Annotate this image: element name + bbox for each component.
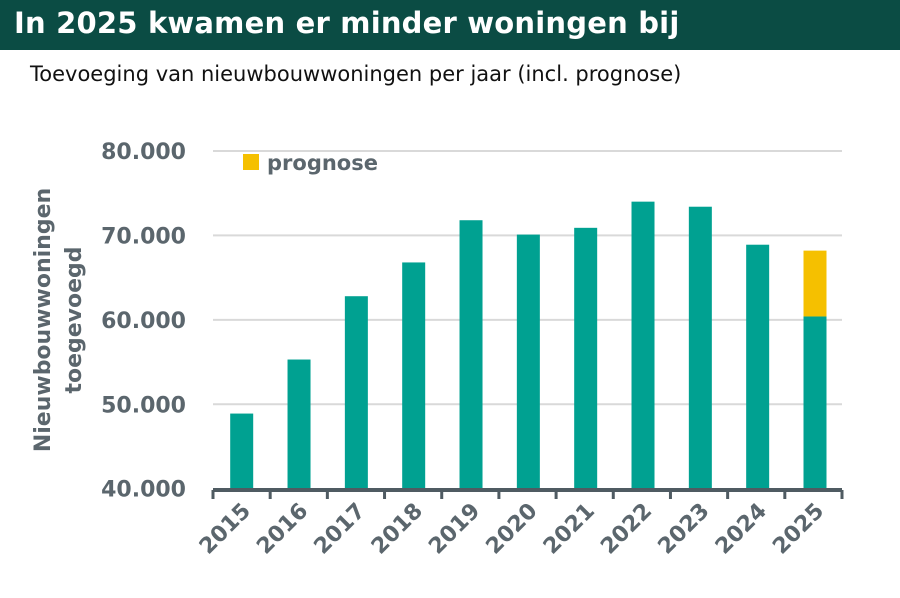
x-tick-label: 2024 (711, 499, 772, 560)
x-tick-label: 2016 (252, 499, 313, 560)
y-axis-title: toegevoegd (62, 246, 87, 393)
bar (402, 262, 426, 489)
y-tick-label: 70.000 (101, 224, 186, 249)
y-tick-label: 50.000 (101, 393, 186, 418)
title-bar: In 2025 kwamen er minder woningen bij (0, 0, 900, 50)
x-tick-label: 2019 (424, 499, 485, 560)
x-tick-label: 2022 (596, 499, 657, 560)
bar (287, 359, 311, 489)
bar-prognose (803, 250, 827, 317)
bar (516, 234, 540, 489)
x-tick-label: 2020 (482, 499, 543, 560)
bar (344, 296, 368, 489)
bar (459, 220, 483, 489)
y-tick-label: 80.000 (101, 140, 186, 165)
y-axis-title: Nieuwbouwwoningen (31, 188, 56, 452)
x-tick-label: 2023 (654, 499, 715, 560)
x-tick-label: 2021 (539, 499, 600, 560)
bar (803, 316, 827, 489)
legend-label-prognose: prognose (267, 151, 378, 175)
x-tick-label: 2018 (367, 499, 428, 560)
x-tick-label: 2025 (768, 499, 829, 560)
bar (746, 244, 770, 489)
bar (631, 201, 655, 489)
chart-subtitle: Toevoeging van nieuwbouwwoningen per jaa… (30, 62, 682, 86)
bar (574, 227, 598, 489)
y-tick-label: 60.000 (101, 309, 186, 334)
y-tick-label: 40.000 (101, 478, 186, 503)
bar (230, 413, 254, 489)
x-tick-label: 2015 (195, 499, 256, 560)
bar (688, 206, 712, 489)
x-tick-label: 2017 (310, 499, 371, 560)
chart-title: In 2025 kwamen er minder woningen bij (14, 6, 680, 40)
legend-swatch-prognose (243, 154, 259, 170)
